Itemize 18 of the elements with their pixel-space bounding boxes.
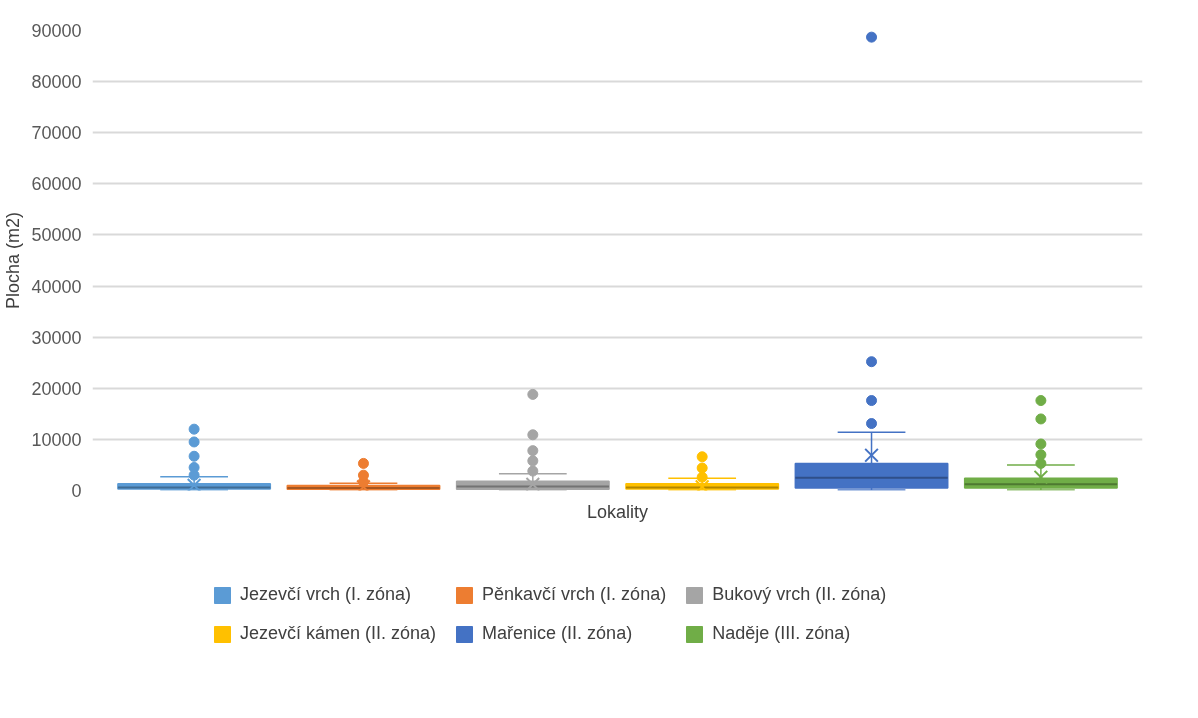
y-tick-label: 0 <box>71 481 82 501</box>
y-tick-label: 70000 <box>31 123 82 144</box>
legend-label: Pěnkavčí vrch (I. zóna) <box>482 584 667 605</box>
y-tick-label: 80000 <box>31 72 82 93</box>
legend-label: Bukový vrch (II. zóna) <box>712 584 887 605</box>
legend-label: Mařenice (II. zóna) <box>482 623 633 644</box>
x-axis-title: Lokality <box>586 501 649 522</box>
y-tick-label: 40000 <box>31 276 82 297</box>
y-tick-label: 60000 <box>31 174 82 195</box>
legend-label: Jezevčí kámen (II. zóna) <box>240 623 437 644</box>
y-axis-title: Plocha (m2) <box>3 211 24 310</box>
y-tick-label: 10000 <box>31 429 82 450</box>
y-tick-label: 20000 <box>31 378 82 399</box>
legend-label: Jezevčí vrch (I. zóna) <box>240 584 412 605</box>
legend-label: Naděje (III. zóna) <box>712 623 851 644</box>
y-tick-label: 50000 <box>31 225 82 246</box>
y-tick-label: 90000 <box>31 21 82 41</box>
y-tick-label: 30000 <box>31 327 82 348</box>
